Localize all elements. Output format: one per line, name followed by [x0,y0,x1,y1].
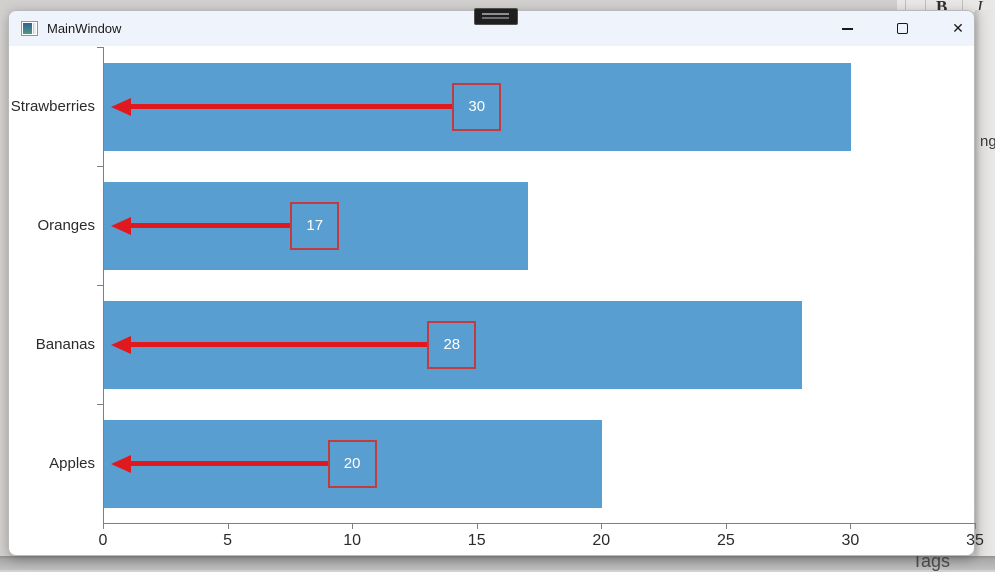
close-icon: ✕ [952,20,964,36]
background-partial-text: ng [980,133,995,150]
toolbar-separator [905,0,906,12]
window-title: MainWindow [47,21,122,36]
screenshare-grab-handle[interactable] [474,8,518,25]
minimize-icon [842,28,853,30]
background-top-strip [0,0,995,12]
background-toolbar-strip [897,0,995,12]
background-partial-text-tags: Tags [912,551,951,571]
background-italic-button[interactable]: I [977,0,983,16]
app-icon-art [23,23,32,34]
app-icon-art [33,23,36,34]
toolbar-separator [962,0,963,12]
grab-handle-line [482,17,509,19]
app-icon [21,21,38,36]
maximize-button[interactable] [879,11,925,46]
main-window: MainWindow ✕ [8,10,975,556]
maximize-icon [897,23,908,34]
toolbar-separator [925,0,926,12]
background-bold-button[interactable]: B [936,0,948,16]
background-bottom-strip [0,556,995,570]
close-button[interactable]: ✕ [935,11,981,46]
background-right-strip: ng [975,10,995,556]
grab-handle-line [482,13,509,15]
minimize-button[interactable] [824,11,870,46]
